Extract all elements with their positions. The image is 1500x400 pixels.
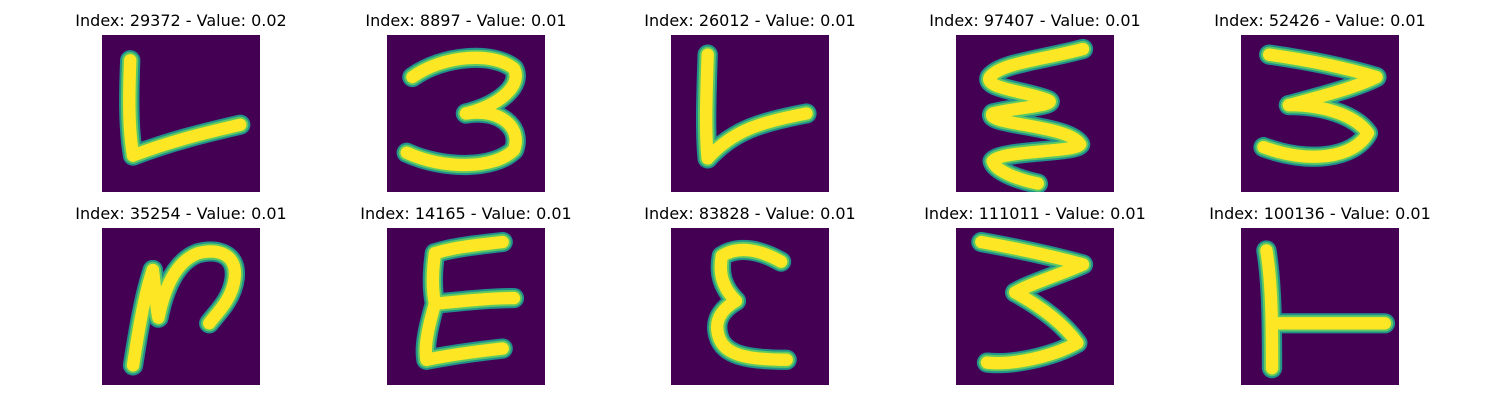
- panel-title: Index: 83828 - Value: 0.01: [644, 204, 856, 223]
- panel-5: Index: 52426 - Value: 0.01: [1190, 0, 1450, 192]
- digit-image: [387, 35, 545, 192]
- panel-title: Index: 97407 - Value: 0.01: [929, 11, 1141, 30]
- digit-image: [956, 228, 1114, 385]
- glyph-epsilon-shape: [707, 239, 797, 370]
- glyph-3-shape: [1253, 44, 1387, 167]
- digit-image: [102, 228, 260, 385]
- glyph-n-shape: [122, 241, 245, 376]
- panel-7: Index: 14165 - Value: 0.01: [336, 193, 596, 385]
- panel-title: Index: 100136 - Value: 0.01: [1209, 204, 1431, 223]
- glyph-zigzag-shape: [979, 38, 1094, 192]
- glyph-t-rotated-shape: [1256, 240, 1396, 379]
- panel-title: Index: 26012 - Value: 0.01: [644, 11, 856, 30]
- panel-title: Index: 29372 - Value: 0.02: [75, 11, 287, 30]
- digit-image: [1241, 35, 1399, 192]
- glyph-e-shape: [415, 231, 525, 370]
- glyph-3-shape: [396, 47, 526, 176]
- digit-image: [1241, 228, 1399, 385]
- glyph-l-shape: [695, 44, 817, 169]
- digit-image: [102, 35, 260, 192]
- digit-image: [387, 228, 545, 385]
- panel-title: Index: 8897 - Value: 0.01: [365, 11, 567, 30]
- glyph-l-shape: [119, 50, 251, 166]
- glyph-3-shape: [971, 231, 1094, 374]
- panel-title: Index: 111011 - Value: 0.01: [924, 204, 1146, 223]
- panel-1: Index: 29372 - Value: 0.02: [51, 0, 311, 192]
- panel-4: Index: 97407 - Value: 0.01: [905, 0, 1165, 192]
- panel-3: Index: 26012 - Value: 0.01: [620, 0, 880, 192]
- panel-title: Index: 14165 - Value: 0.01: [360, 204, 572, 223]
- digit-image: [956, 35, 1114, 192]
- panel-2: Index: 8897 - Value: 0.01: [336, 0, 596, 192]
- panel-6: Index: 35254 - Value: 0.01: [51, 193, 311, 385]
- panel-title: Index: 52426 - Value: 0.01: [1214, 11, 1426, 30]
- digit-image: [671, 228, 829, 385]
- panel-9: Index: 111011 - Value: 0.01: [905, 193, 1165, 385]
- panel-title: Index: 35254 - Value: 0.01: [75, 204, 287, 223]
- panel-8: Index: 83828 - Value: 0.01: [620, 193, 880, 385]
- panel-10: Index: 100136 - Value: 0.01: [1190, 193, 1450, 385]
- digit-image: [671, 35, 829, 192]
